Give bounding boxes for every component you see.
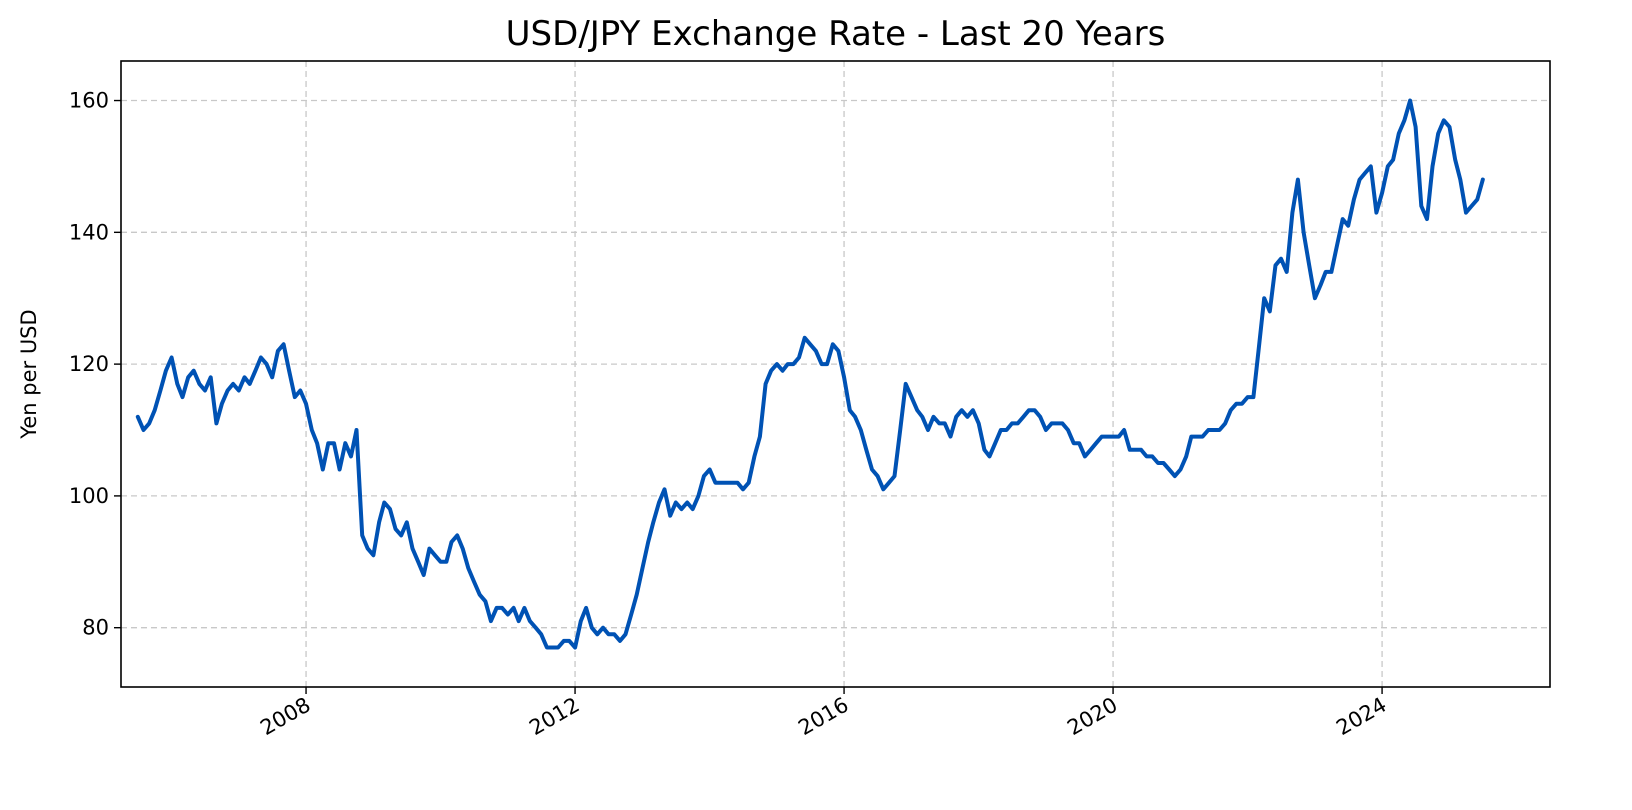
y-tick-label: 80 (82, 616, 109, 640)
x-tick-label: 2012 (525, 693, 583, 741)
axis-ticks: 80 100 120 140 160 2008 2012 2016 2020 2024 (69, 89, 1391, 741)
series-line-0 (135, 98, 1485, 650)
y-tick-label: 120 (69, 352, 109, 376)
x-tick-label: 2024 (1332, 693, 1390, 741)
x-tick-label: 2020 (1063, 693, 1121, 741)
chart-title: USD/JPY Exchange Rate - Last 20 Years (506, 14, 1166, 54)
y-tick-label: 100 (69, 484, 109, 508)
grid-lines (121, 61, 1550, 687)
y-axis-label: Yen per USD (17, 309, 41, 439)
axes-frame (120, 60, 1551, 688)
y-tick-label: 160 (69, 89, 109, 113)
y-tick-label: 140 (69, 220, 109, 244)
x-tick-label: 2016 (794, 693, 852, 741)
x-tick-label: 2008 (256, 693, 314, 741)
plot-area (135, 98, 1485, 650)
